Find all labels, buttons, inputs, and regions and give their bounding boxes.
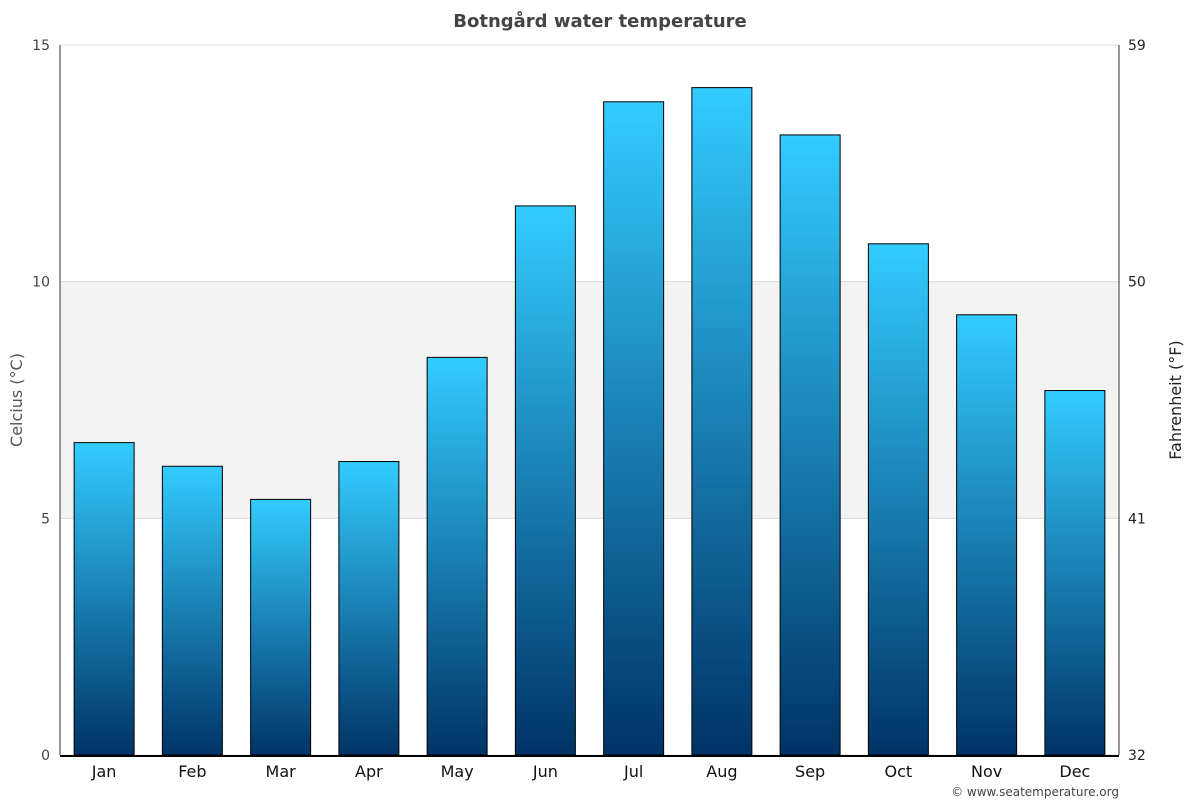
y-tick-label-left: 10 [32,275,50,291]
bar-nov [956,314,1018,756]
y-tick-label-left: 5 [41,511,50,527]
chart-title: Botngård water temperature [453,10,746,32]
bar-feb [161,465,223,756]
bar-sep [779,134,841,756]
x-tick-label: Jul [623,762,643,781]
y-tick-label-right: 32 [1128,748,1146,764]
x-tick-label: Aug [706,762,737,781]
x-tick-label: Dec [1059,762,1090,781]
bar-may [426,356,488,756]
x-tick-label: Mar [266,762,297,781]
y-tick-label-left: 15 [32,38,50,54]
x-tick-label: Jan [91,762,117,781]
x-tick-label: Apr [355,762,383,781]
x-tick-label: May [441,762,474,781]
y-axis-label-right: Fahrenheit (°F) [1166,340,1185,459]
bar-apr [338,461,400,756]
bar-oct [867,243,929,756]
shaded-band [60,281,1119,519]
bar-jun [514,205,576,756]
bar-aug [691,87,753,756]
y-tick-label-left: 0 [41,748,50,764]
credit-text: © www.seatemperature.org [951,785,1119,799]
bar-dec [1044,390,1106,756]
x-tick-label: Sep [795,762,825,781]
y-tick-label-right: 41 [1128,511,1146,527]
x-tick-label: Jun [532,762,558,781]
y-tick-label-right: 59 [1128,38,1146,54]
y-tick-label-right: 50 [1128,275,1146,291]
x-tick-label: Feb [178,762,206,781]
bar-jul [603,101,665,756]
x-tick-label: Oct [885,762,913,781]
bar-mar [250,498,312,756]
x-tick-label: Nov [971,762,1002,781]
bar-jan [73,442,135,756]
y-axis-label-left: Celcius (°C) [7,353,26,447]
